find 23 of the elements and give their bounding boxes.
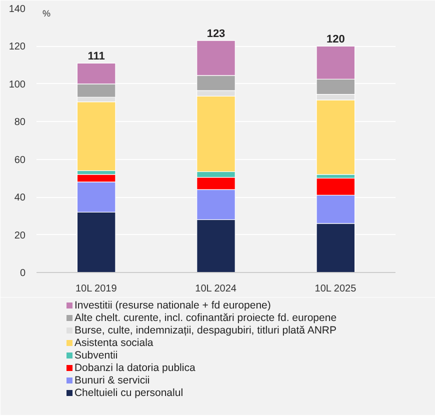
- legend-label: Alte chelt. curente, incl. cofinantări proiecte fd. europene: [74, 312, 337, 324]
- total-label: 111: [88, 50, 105, 62]
- legend-label: Bunuri & servicii: [74, 374, 150, 386]
- total-label: 123: [206, 28, 226, 40]
- y-tick-label: 140: [8, 4, 26, 15]
- y-tick-label: 100: [8, 79, 26, 90]
- y-axis-title: %: [42, 8, 50, 18]
- legend-label: Burse, culte, indemnizații, despagubiri, titluri plată ANRP: [74, 324, 337, 336]
- x-tick-label: 10L 2024: [195, 284, 237, 294]
- x-tick-label: 10L 2025: [314, 284, 357, 294]
- legend-label: Investitii (resurse nationale + fd europene): [74, 300, 271, 312]
- x-tick-label: 10L 2019: [75, 284, 118, 294]
- legend-label: Asistenta sociala: [74, 337, 154, 349]
- total-label: 120: [326, 33, 345, 46]
- y-tick-label: 80: [14, 117, 26, 128]
- y-tick-label: 40: [14, 192, 26, 204]
- legend-label: Dobanzi la datoria publica: [74, 362, 196, 374]
- legend-label: Subventii: [74, 350, 118, 362]
- y-tick-label: 20: [14, 230, 26, 242]
- y-tick-label: 120: [8, 42, 26, 53]
- y-tick-label: 60: [14, 154, 26, 166]
- legend-label: Cheltuieli cu personalul: [74, 387, 184, 399]
- y-tick-label: 0: [20, 268, 26, 279]
